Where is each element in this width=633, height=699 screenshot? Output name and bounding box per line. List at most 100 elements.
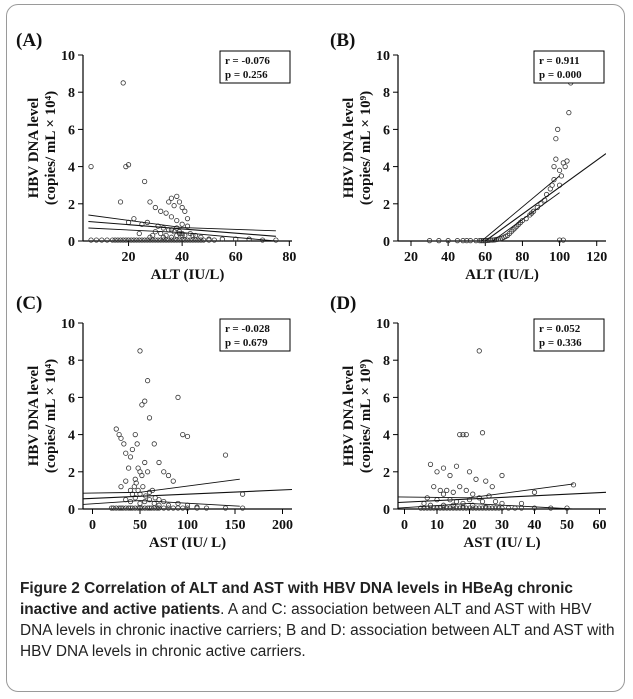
x-tick-label: 120 <box>586 250 607 265</box>
data-point <box>147 199 153 205</box>
x-tick-label: 10 <box>430 518 444 533</box>
data-point <box>116 505 122 511</box>
data-point <box>553 156 559 162</box>
confidence-band-upper <box>398 483 574 499</box>
data-point <box>551 177 557 183</box>
data-point <box>496 505 502 511</box>
data-point <box>478 238 485 244</box>
data-point <box>135 505 141 511</box>
data-point <box>134 441 140 447</box>
data-point <box>467 238 474 244</box>
data-point <box>109 237 116 243</box>
y-tick-label: 10 <box>61 49 75 64</box>
data-point <box>117 237 124 243</box>
data-point <box>418 505 424 511</box>
data-point <box>139 472 145 479</box>
data-point <box>450 489 456 495</box>
confidence-band-upper <box>83 478 240 494</box>
data-point <box>489 505 495 511</box>
y-axis-title: HBV DNA level <box>341 366 357 467</box>
data-point <box>170 505 176 511</box>
y-tick-label: 4 <box>383 429 390 444</box>
data-point <box>424 495 430 501</box>
confidence-band-upper <box>481 175 560 241</box>
data-point <box>166 237 172 243</box>
regression-line <box>484 153 606 241</box>
stat-p: p = 0.679 <box>225 337 268 349</box>
data-point <box>219 236 225 242</box>
data-point <box>556 237 563 243</box>
data-point <box>194 504 200 510</box>
regression-line <box>398 491 606 504</box>
data-point <box>460 504 466 510</box>
data-point <box>505 505 512 511</box>
regression-line <box>83 488 292 500</box>
data-point <box>447 505 453 511</box>
data-point <box>128 237 134 243</box>
data-point <box>454 238 461 244</box>
data-point <box>166 199 172 205</box>
data-point <box>175 394 181 400</box>
data-point <box>240 491 246 497</box>
data-point <box>152 237 158 243</box>
data-point <box>180 505 186 511</box>
x-tick-label: 80 <box>515 250 529 265</box>
data-point <box>434 497 440 503</box>
data-point <box>473 505 479 511</box>
y-axis-units: (copies/ mL × 10⁴) <box>43 359 59 473</box>
data-point <box>479 505 486 511</box>
data-point <box>491 237 498 243</box>
y-axis-title: HBV DNA level <box>341 98 357 199</box>
y-tick-label: 4 <box>383 161 390 176</box>
data-point <box>564 158 570 164</box>
y-tick-label: 6 <box>68 391 75 406</box>
x-tick-label: 50 <box>560 518 574 533</box>
data-point <box>127 454 134 460</box>
data-point <box>518 500 525 507</box>
x-tick-label: 20 <box>404 250 418 265</box>
x-tick-label: 50 <box>133 518 147 533</box>
data-point <box>200 237 207 243</box>
data-point <box>556 167 563 173</box>
y-tick-label: 4 <box>68 429 75 444</box>
x-tick-label: 100 <box>177 518 198 533</box>
data-point <box>427 461 434 467</box>
x-axis-title: AST (IU/ L) <box>149 535 226 551</box>
data-point <box>476 348 482 354</box>
data-point <box>463 505 469 511</box>
data-point <box>195 237 201 243</box>
x-tick-label: 0 <box>89 518 96 533</box>
data-point <box>176 199 183 205</box>
data-point <box>440 465 447 471</box>
data-point <box>483 504 489 510</box>
data-point <box>437 505 443 511</box>
data-point <box>174 217 180 224</box>
data-point <box>447 472 453 479</box>
data-point <box>165 502 172 508</box>
data-point <box>431 484 437 490</box>
data-point <box>436 238 442 244</box>
data-point <box>142 398 148 404</box>
caption-body: . A and C: association between ALT and A… <box>20 601 615 660</box>
data-point <box>466 469 473 475</box>
data-point <box>453 505 460 511</box>
data-point <box>148 505 154 511</box>
y-tick-label: 10 <box>376 317 390 332</box>
data-point <box>160 237 166 243</box>
y-axis-units: (copies/ mL × 10⁴) <box>43 91 59 205</box>
data-point <box>490 237 496 243</box>
data-point <box>531 505 538 511</box>
y-tick-label: 8 <box>68 86 75 101</box>
data-point <box>140 484 146 490</box>
confidence-band-lower <box>88 227 276 241</box>
x-tick-label: 0 <box>401 518 408 533</box>
y-tick-label: 6 <box>68 123 75 138</box>
stat-r: r = 0.911 <box>539 55 580 67</box>
data-point <box>123 450 129 456</box>
x-tick-label: 40 <box>528 518 542 533</box>
data-point <box>176 237 183 243</box>
data-point <box>184 433 191 440</box>
data-point <box>118 435 124 441</box>
confidence-band-lower <box>398 502 574 509</box>
y-tick-label: 2 <box>68 198 75 213</box>
